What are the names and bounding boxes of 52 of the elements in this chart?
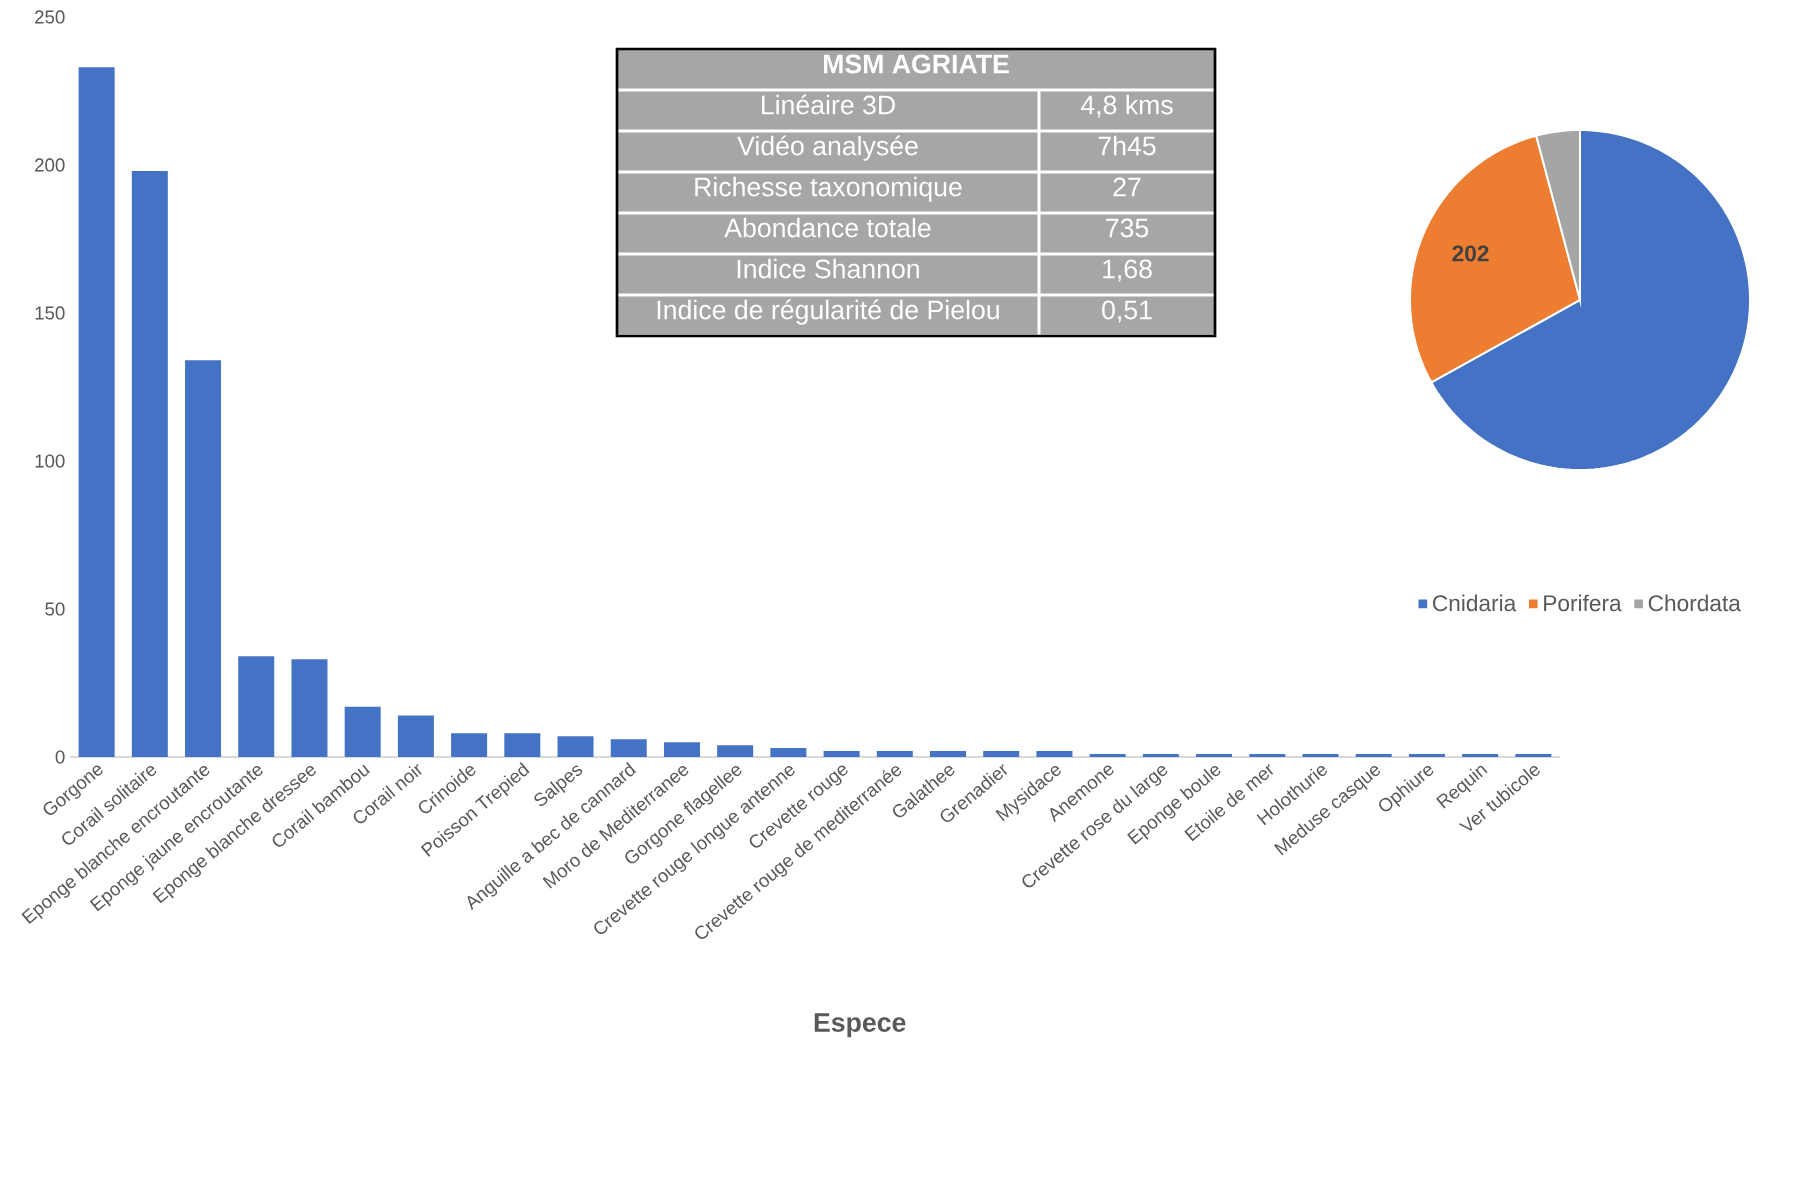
bar (1196, 754, 1233, 757)
bar (238, 656, 275, 757)
bar (344, 706, 381, 757)
data-label: 202 (1452, 245, 1489, 262)
bar (1142, 754, 1179, 757)
bar (983, 751, 1020, 757)
bar (291, 659, 328, 757)
bar (1515, 754, 1552, 757)
annotation: 4,8 kms (1080, 94, 1173, 118)
bar (610, 739, 647, 757)
legend-label: Chordata (1648, 594, 1741, 612)
legend-label: Porifera (1544, 594, 1622, 612)
bar (1249, 754, 1286, 757)
annotation: Richesse taxonomique (695, 176, 962, 202)
x-axis-title: Espece (814, 1013, 906, 1038)
bar (663, 742, 700, 757)
bar (504, 733, 541, 757)
annotation: Abondance totale (724, 217, 931, 238)
bar (1036, 751, 1073, 757)
y-tick-label: 150 (35, 306, 65, 320)
bar (823, 751, 860, 757)
annotation: 1,68 (1103, 259, 1152, 282)
annotation: 735 (1106, 218, 1149, 238)
y-tick-label: 250 (35, 10, 65, 24)
annotation: MSM AGRIATE (823, 54, 1009, 74)
annotation: 27 (1113, 177, 1141, 197)
annotation: Vidéo analysée (737, 135, 918, 161)
annotation: 7h45 (1098, 135, 1156, 156)
y-tick-label: 100 (35, 454, 65, 468)
bar (876, 751, 913, 757)
bar (1355, 754, 1392, 757)
annotation: Linéaire 3D (762, 94, 895, 115)
bar (717, 745, 754, 757)
y-tick-label: 0 (55, 750, 65, 764)
bar (185, 360, 222, 757)
bar (451, 733, 488, 757)
bar (131, 170, 168, 757)
bar (1408, 754, 1445, 757)
bar (78, 67, 115, 757)
annotation: 0,51 (1102, 300, 1152, 323)
bar (557, 736, 594, 757)
legend-label: Cnidaria (1432, 594, 1517, 612)
bar (1089, 754, 1126, 757)
bar (770, 748, 807, 757)
annotation: Indice de régularité de Pielou (657, 299, 999, 325)
bar (397, 715, 434, 757)
annotation: Indice Shannon (737, 258, 919, 279)
bar (930, 751, 967, 757)
bar (1302, 754, 1339, 757)
bar (1462, 754, 1499, 757)
y-tick-label: 50 (45, 602, 65, 616)
y-tick-label: 200 (35, 158, 65, 172)
